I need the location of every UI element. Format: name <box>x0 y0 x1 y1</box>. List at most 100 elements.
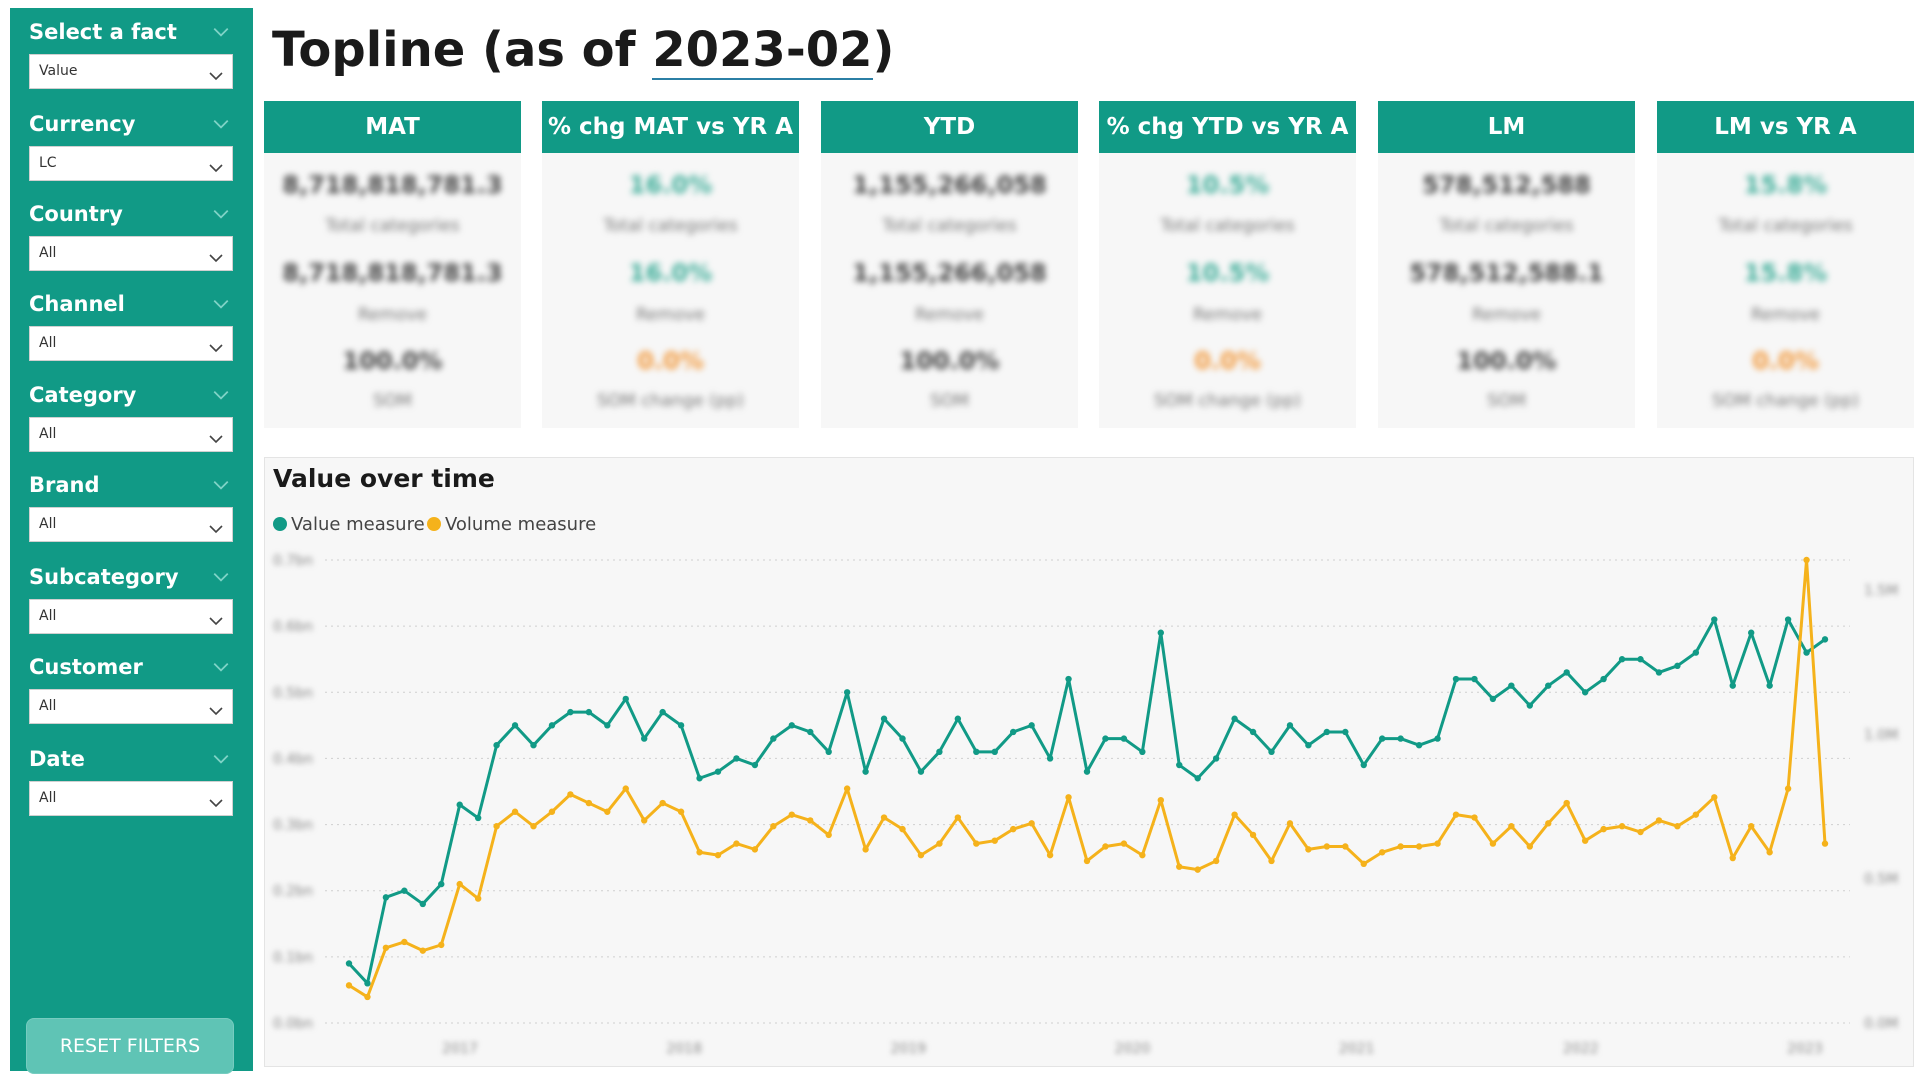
data-point-value[interactable] <box>1212 755 1220 762</box>
data-point-value[interactable] <box>530 742 537 749</box>
data-point-volume[interactable] <box>1766 849 1773 856</box>
data-point-value[interactable] <box>585 708 593 716</box>
data-point-value[interactable] <box>751 761 759 769</box>
data-point-volume[interactable] <box>456 880 463 888</box>
data-point-value[interactable] <box>1139 748 1146 756</box>
data-point-volume[interactable] <box>714 851 722 859</box>
data-point-value[interactable] <box>1415 742 1423 749</box>
filter-dropdown[interactable]: All <box>29 417 233 452</box>
data-point-value[interactable] <box>659 708 666 716</box>
data-point-volume[interactable] <box>1415 843 1423 850</box>
filter-dropdown[interactable]: All <box>29 599 233 634</box>
data-point-volume[interactable] <box>788 811 795 818</box>
legend-item-value[interactable]: Value measure <box>273 514 425 535</box>
data-point-value[interactable] <box>899 735 906 742</box>
data-point-value[interactable] <box>345 960 353 967</box>
filter-dropdown[interactable]: All <box>29 326 233 361</box>
data-point-volume[interactable] <box>1526 843 1534 850</box>
filter-dropdown[interactable]: All <box>29 689 233 724</box>
series-line-volume[interactable] <box>348 558 1827 999</box>
data-point-value[interactable] <box>1379 735 1386 742</box>
data-point-value[interactable] <box>1120 735 1128 742</box>
data-point-volume[interactable] <box>1618 823 1626 830</box>
data-point-volume[interactable] <box>1194 866 1201 873</box>
data-point-value[interactable] <box>1600 675 1607 683</box>
data-point-volume[interactable] <box>677 808 685 815</box>
data-point-value[interactable] <box>1397 735 1404 742</box>
data-point-volume[interactable] <box>1010 825 1017 833</box>
data-point-value[interactable] <box>1231 715 1238 722</box>
data-point-volume[interactable] <box>1305 846 1312 853</box>
filter-title[interactable]: Customer <box>29 655 143 679</box>
collapse-chevron-icon[interactable] <box>212 295 230 313</box>
data-point-value[interactable] <box>364 980 371 987</box>
data-point-value[interactable] <box>1360 761 1367 769</box>
data-point-value[interactable] <box>1083 768 1091 775</box>
filter-title[interactable]: Brand <box>29 473 100 497</box>
data-point-volume[interactable] <box>954 814 962 821</box>
data-point-volume[interactable] <box>585 799 593 807</box>
data-point-volume[interactable] <box>1655 817 1663 824</box>
data-point-value[interactable] <box>880 715 888 722</box>
data-point-value[interactable] <box>1305 742 1312 749</box>
data-point-volume[interactable] <box>1674 823 1681 830</box>
data-point-volume[interactable] <box>1157 796 1164 804</box>
data-point-volume[interactable] <box>936 840 943 847</box>
data-point-volume[interactable] <box>659 799 666 807</box>
data-point-volume[interactable] <box>493 823 500 830</box>
data-point-value[interactable] <box>401 887 408 894</box>
data-point-value[interactable] <box>1637 656 1644 663</box>
data-point-volume[interactable] <box>733 840 740 847</box>
data-point-volume[interactable] <box>474 895 482 902</box>
data-point-volume[interactable] <box>843 785 851 792</box>
data-point-value[interactable] <box>1286 722 1294 729</box>
data-point-volume[interactable] <box>438 941 445 949</box>
data-point-value[interactable] <box>862 768 869 775</box>
data-point-volume[interactable] <box>641 817 648 824</box>
data-point-volume[interactable] <box>1434 840 1441 847</box>
data-point-value[interactable] <box>1176 761 1183 769</box>
data-point-volume[interactable] <box>862 846 869 853</box>
data-point-value[interactable] <box>1065 675 1072 683</box>
data-point-value[interactable] <box>1729 682 1736 689</box>
data-point-value[interactable] <box>1323 728 1331 736</box>
data-point-value[interactable] <box>419 900 426 908</box>
data-point-volume[interactable] <box>1637 828 1644 836</box>
data-point-value[interactable] <box>1489 695 1497 703</box>
data-point-value[interactable] <box>1526 702 1534 709</box>
data-point-value[interactable] <box>936 748 943 756</box>
filter-dropdown[interactable]: LC <box>29 146 233 181</box>
data-point-volume[interactable] <box>1249 831 1257 839</box>
data-point-value[interactable] <box>770 735 777 742</box>
data-point-value[interactable] <box>843 689 851 696</box>
data-point-volume[interactable] <box>807 817 814 824</box>
data-point-value[interactable] <box>825 748 832 756</box>
data-point-value[interactable] <box>1342 728 1349 736</box>
data-point-volume[interactable] <box>1231 811 1238 818</box>
data-point-volume[interactable] <box>1083 857 1091 865</box>
data-point-volume[interactable] <box>1563 799 1570 807</box>
data-point-value[interactable] <box>677 722 685 729</box>
data-point-volume[interactable] <box>770 823 777 830</box>
filter-title[interactable]: Select a fact <box>29 20 177 44</box>
data-point-volume[interactable] <box>1212 857 1220 865</box>
data-point-value[interactable] <box>604 722 611 729</box>
collapse-chevron-icon[interactable] <box>212 205 230 223</box>
data-point-value[interactable] <box>973 748 980 756</box>
collapse-chevron-icon[interactable] <box>212 568 230 586</box>
data-point-volume[interactable] <box>1176 863 1183 870</box>
data-point-value[interactable] <box>1581 689 1589 696</box>
data-point-value[interactable] <box>1674 662 1681 670</box>
collapse-chevron-icon[interactable] <box>212 476 230 494</box>
data-point-volume[interactable] <box>1028 820 1035 827</box>
data-point-value[interactable] <box>1046 755 1054 762</box>
data-point-volume[interactable] <box>917 851 925 859</box>
filter-title[interactable]: Currency <box>29 112 136 136</box>
data-point-volume[interactable] <box>530 823 537 830</box>
data-point-volume[interactable] <box>1803 556 1810 564</box>
data-point-volume[interactable] <box>1360 860 1367 868</box>
filter-dropdown[interactable]: All <box>29 236 233 271</box>
filter-dropdown[interactable]: All <box>29 781 233 816</box>
data-point-volume[interactable] <box>382 944 390 951</box>
filter-dropdown[interactable]: All <box>29 507 233 542</box>
